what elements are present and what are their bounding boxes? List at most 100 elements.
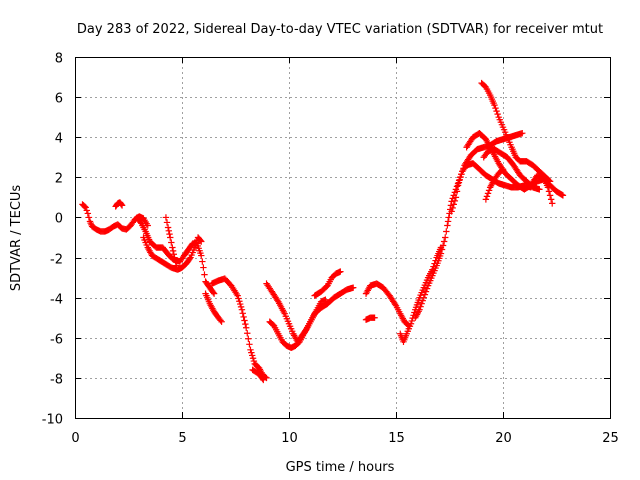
series-arc-13 — [362, 280, 413, 329]
series-arc-20 — [482, 166, 507, 203]
data-point — [169, 247, 177, 255]
data-point — [171, 254, 178, 261]
data-point — [164, 224, 172, 231]
data-point — [118, 201, 125, 208]
data-point — [423, 285, 431, 292]
data-point — [485, 187, 493, 194]
y-tick-label: -8 — [50, 373, 63, 388]
data-point — [169, 244, 176, 251]
data-point — [420, 294, 428, 301]
data-point — [453, 188, 461, 195]
axis-ticks — [75, 57, 611, 419]
series-arc-17 — [463, 130, 556, 207]
data-point — [322, 296, 329, 303]
data-point — [444, 218, 452, 225]
data-point — [440, 238, 448, 245]
data-point — [249, 355, 257, 362]
data-point — [452, 194, 460, 201]
data-point — [547, 196, 555, 203]
data-point — [166, 230, 173, 238]
data-point — [455, 179, 463, 186]
data-point — [210, 290, 218, 297]
data-point — [408, 317, 416, 325]
data-point — [168, 239, 175, 246]
data-point — [483, 193, 491, 200]
data-point — [217, 317, 224, 324]
data-point — [243, 324, 250, 331]
data-point — [559, 192, 567, 199]
data-point — [218, 318, 225, 325]
data-point — [248, 349, 255, 356]
data-point — [172, 258, 179, 265]
series-arc-2 — [112, 199, 126, 210]
data-point — [198, 238, 205, 245]
y-tick-label: -2 — [50, 253, 63, 268]
data-point — [239, 310, 246, 317]
data-point — [173, 262, 180, 269]
data-point — [337, 268, 344, 275]
data-point — [163, 219, 171, 226]
data-point — [197, 237, 204, 244]
data-point — [162, 214, 170, 221]
chart-title: Day 283 of 2022, Sidereal Day-to-day VTE… — [77, 22, 603, 37]
data-point — [546, 178, 554, 185]
data-point — [549, 200, 556, 207]
y-tick-label: 8 — [55, 52, 63, 67]
y-tick-label: -6 — [50, 333, 63, 348]
data-point — [371, 314, 378, 321]
data-point — [544, 184, 552, 191]
y-tick-label: 6 — [55, 92, 63, 107]
data-point — [456, 176, 463, 183]
data-point — [482, 196, 490, 203]
data-point — [491, 101, 498, 109]
series-arc-11 — [311, 268, 344, 299]
series-arc-14 — [397, 244, 445, 345]
series-arc-6 — [202, 290, 225, 325]
data-point — [118, 202, 126, 209]
data-point — [519, 130, 526, 137]
data-point — [234, 292, 241, 299]
data-point — [186, 255, 193, 262]
data-point — [85, 214, 93, 221]
data-point — [245, 335, 252, 342]
data-point — [83, 207, 90, 214]
y-tick-label: -10 — [42, 413, 63, 428]
x-tick-label: 0 — [71, 431, 79, 446]
x-axis-label: GPS time / hours — [286, 460, 395, 475]
data-point — [439, 242, 447, 249]
data-point — [444, 222, 451, 229]
data-point — [422, 288, 430, 295]
x-tick-label: 10 — [281, 431, 298, 446]
data-point — [259, 375, 266, 382]
data-point — [170, 251, 177, 258]
data-point — [144, 222, 151, 229]
y-tick-label: -4 — [50, 293, 63, 308]
data-point — [244, 330, 251, 337]
data-point — [499, 166, 507, 173]
series-arc-10 — [266, 296, 329, 352]
data-point — [494, 110, 501, 118]
data-point — [443, 228, 450, 235]
data-point — [242, 320, 249, 328]
data-point — [417, 303, 424, 310]
data-point — [416, 306, 423, 313]
data-point — [238, 306, 246, 313]
data-point — [545, 177, 553, 184]
series-arc-4 — [140, 234, 205, 273]
data-point — [248, 352, 256, 359]
data-point — [246, 341, 253, 348]
data-point — [260, 376, 267, 384]
data-point — [545, 188, 553, 195]
data-point — [484, 190, 492, 197]
data-point — [492, 104, 499, 112]
data-point — [210, 289, 217, 296]
x-tick-label: 20 — [495, 431, 512, 446]
data-point — [419, 297, 426, 304]
plot-frame — [75, 57, 611, 419]
data-point — [198, 252, 205, 259]
x-tick-label: 5 — [178, 431, 186, 446]
data-point — [236, 298, 243, 305]
data-point — [235, 295, 242, 302]
data-point — [493, 107, 500, 115]
